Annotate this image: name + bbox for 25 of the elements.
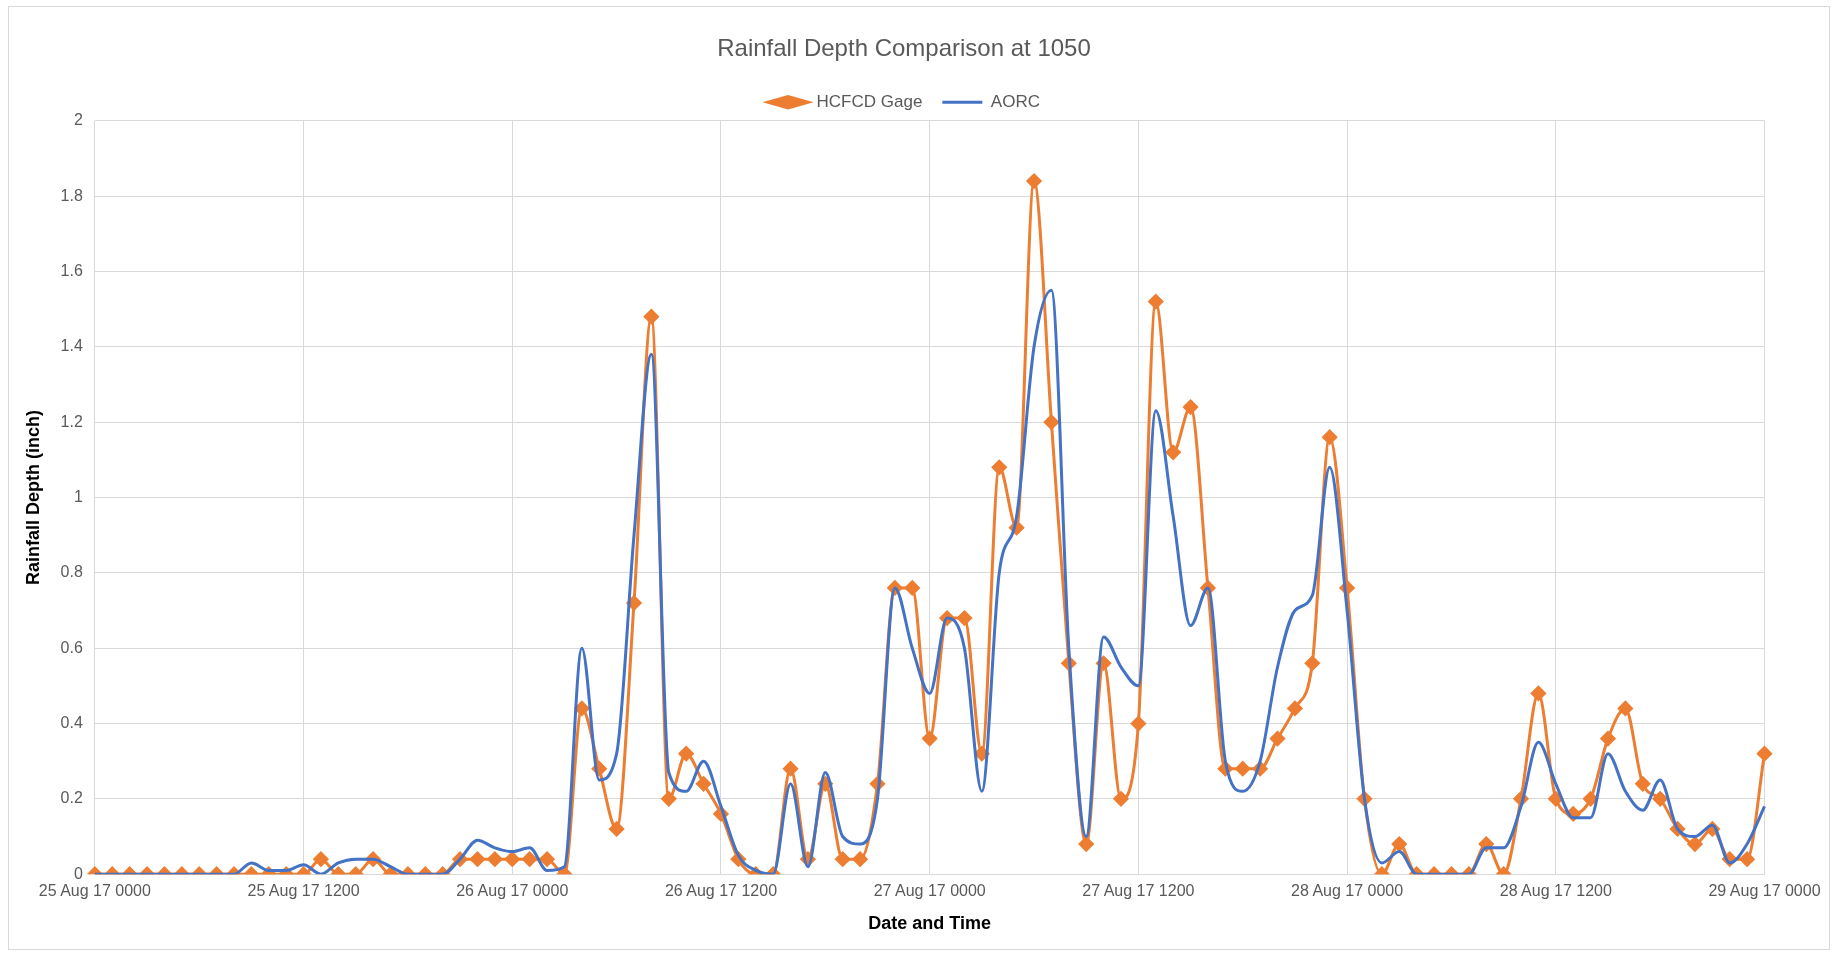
legend-label: HCFCD Gage [816, 91, 923, 111]
y-tick-label: 2 [73, 111, 83, 129]
x-tick-label: 29 Aug 17 0000 [1708, 882, 1821, 900]
x-tick-label: 25 Aug 17 1200 [247, 882, 360, 900]
x-tick-label: 26 Aug 17 0000 [456, 882, 569, 900]
x-tick-label: 28 Aug 17 0000 [1291, 882, 1404, 900]
y-tick-label: 0.4 [60, 713, 83, 731]
x-tick-label: 27 Aug 17 1200 [1082, 882, 1195, 900]
y-tick-label: 0.6 [60, 638, 83, 656]
chart-title: Rainfall Depth Comparison at 1050 [717, 34, 1091, 62]
y-tick-label: 0.8 [60, 563, 83, 581]
legend-label: AORC [990, 91, 1040, 111]
x-tick-label: 27 Aug 17 0000 [873, 882, 986, 900]
y-tick-label: 0.2 [60, 789, 83, 807]
y-tick-label: 1 [73, 487, 83, 505]
y-axis-title: Rainfall Depth (inch) [22, 410, 43, 585]
x-tick-label: 25 Aug 17 0000 [38, 882, 151, 900]
x-tick-label: 28 Aug 17 1200 [1499, 882, 1612, 900]
y-tick-label: 1.4 [60, 337, 83, 355]
y-tick-label: 0 [73, 864, 83, 882]
y-tick-label: 1.2 [60, 412, 83, 430]
x-axis-title: Date and Time [868, 913, 992, 934]
y-tick-label: 1.6 [60, 261, 83, 279]
x-tick-label: 26 Aug 17 1200 [664, 882, 778, 900]
y-tick-label: 1.8 [60, 186, 83, 204]
